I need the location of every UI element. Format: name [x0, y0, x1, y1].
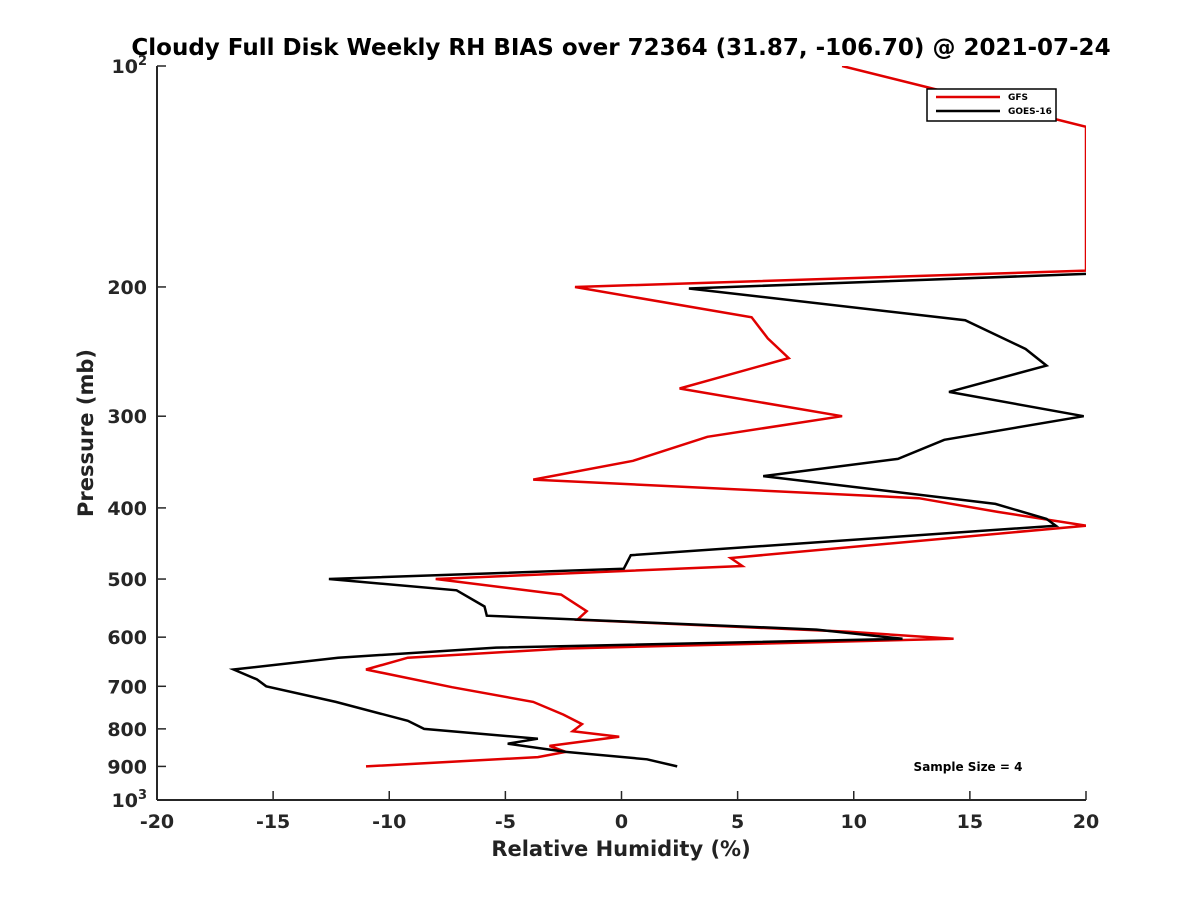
x-tick-label: 10	[841, 811, 867, 833]
x-tick-label: -20	[140, 811, 174, 833]
legend-label-goes16: GOES-16	[1008, 107, 1052, 117]
y-tick-label: 500	[107, 569, 147, 591]
y-axis-label: Pressure (mb)	[74, 349, 98, 517]
x-tick-label: 0	[615, 811, 628, 833]
y-tick-label: 800	[107, 719, 147, 741]
x-tick-label: -5	[495, 811, 516, 833]
y-tick-label: 300	[107, 406, 147, 428]
y-tick-label-power: 102	[112, 54, 148, 78]
y-tick-label: 200	[107, 277, 147, 299]
x-tick-label: 15	[957, 811, 983, 833]
series-line-goes16	[228, 272, 1086, 768]
x-tick-label: 5	[731, 811, 744, 833]
plot-data-layer	[228, 66, 1086, 768]
y-tick-label-power: 103	[112, 788, 148, 812]
legend: GFS GOES-16	[926, 88, 1057, 122]
sample-size-annotation: Sample Size = 4	[914, 760, 1023, 774]
legend-label-gfs: GFS	[1008, 93, 1028, 103]
x-tick-label: -10	[372, 811, 406, 833]
x-tick-label: -15	[256, 811, 290, 833]
y-tick-label: 600	[107, 627, 147, 649]
x-axis-label: Relative Humidity (%)	[491, 837, 750, 861]
y-tick-label: 900	[107, 756, 147, 778]
x-tick-label: 20	[1073, 811, 1099, 833]
series-line-gfs	[365, 66, 1086, 768]
legend-box	[926, 88, 1057, 122]
y-tick-label: 700	[107, 676, 147, 698]
y-tick-label: 400	[107, 498, 147, 520]
chart-title: Cloudy Full Disk Weekly RH BIAS over 723…	[131, 35, 1110, 61]
ticks-layer: -20 -15 -10 -5 0 5 10 15 20 200 300 400 500 600 700 800…	[107, 54, 1099, 833]
